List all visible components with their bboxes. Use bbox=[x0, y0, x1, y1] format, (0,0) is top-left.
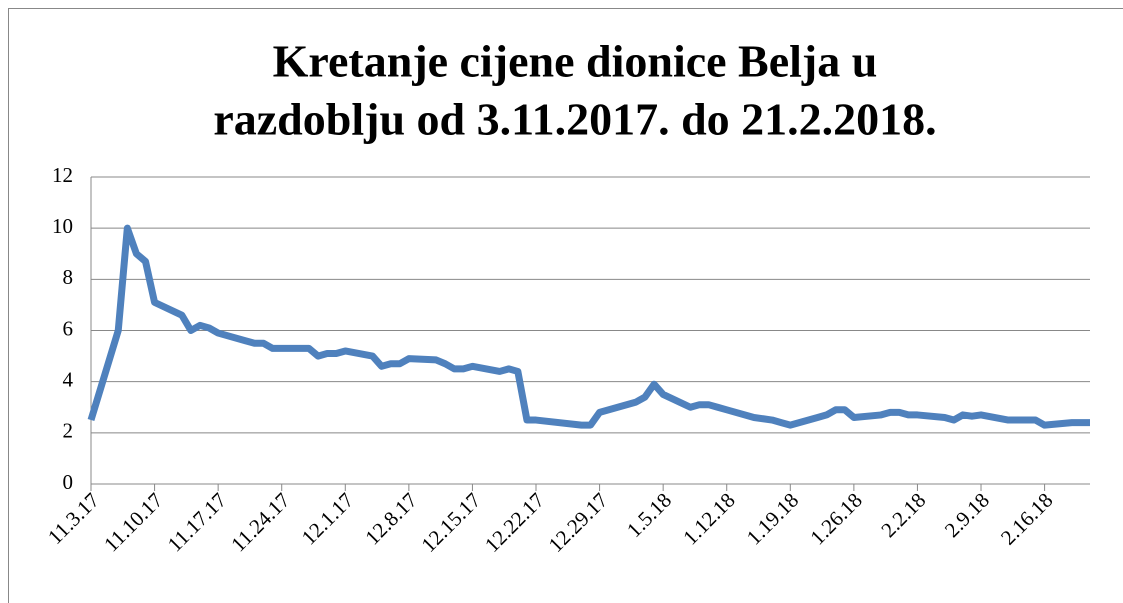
x-tick-label: 12.8.17 bbox=[360, 488, 422, 550]
x-tick-label: 11.17.17 bbox=[163, 488, 231, 556]
x-tick-label: 1.26.18 bbox=[805, 488, 867, 550]
y-tick-label: 4 bbox=[63, 367, 74, 391]
x-tick-label: 11.3.17 bbox=[43, 488, 104, 549]
x-tick-label: 2.16.18 bbox=[996, 488, 1058, 550]
x-tick-label: 2.2.18 bbox=[876, 488, 930, 542]
y-tick-label: 12 bbox=[52, 163, 73, 187]
x-tick-label: 11.10.17 bbox=[99, 488, 167, 556]
x-tick-label: 1.5.18 bbox=[622, 488, 676, 542]
y-tick-label: 2 bbox=[63, 419, 74, 443]
x-tick-label: 12.29.17 bbox=[544, 488, 613, 557]
x-tick-label: 2.9.18 bbox=[940, 488, 994, 542]
x-tick-label: 12.1.17 bbox=[297, 488, 359, 550]
y-tick-label: 6 bbox=[63, 316, 74, 340]
chart-title: razdoblju od 3.11.2017. do 21.2.2018. bbox=[213, 94, 936, 145]
x-tick-label: 1.12.18 bbox=[678, 488, 740, 550]
x-tick-label: 12.15.17 bbox=[416, 488, 485, 557]
y-tick-label: 10 bbox=[52, 214, 73, 238]
y-tick-label: 8 bbox=[63, 265, 74, 289]
chart-frame bbox=[8, 8, 1123, 603]
data-line bbox=[87, 224, 1090, 429]
y-tick-label: 0 bbox=[63, 470, 74, 494]
x-tick-label: 11.24.17 bbox=[226, 488, 294, 556]
chart-title: Kretanje cijene dionice Belja u bbox=[273, 36, 878, 87]
x-tick-label: 12.22.17 bbox=[480, 488, 549, 557]
x-tick-label: 1.19.18 bbox=[742, 488, 804, 550]
